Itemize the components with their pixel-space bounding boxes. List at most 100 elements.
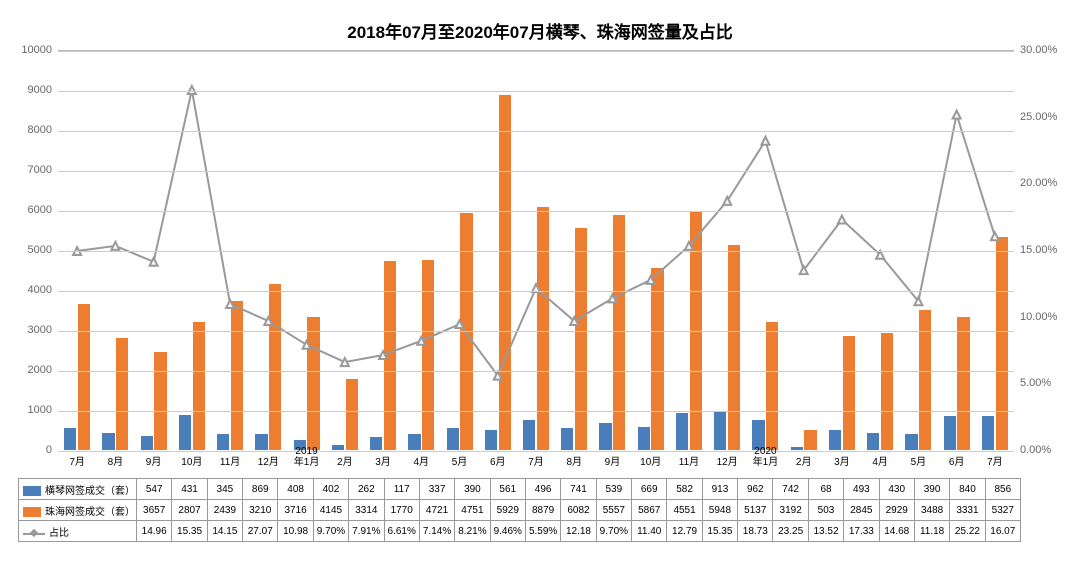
- table-cell: 2845: [844, 500, 879, 521]
- table-cell: 13.52: [808, 521, 843, 542]
- table-cell: 6082: [561, 500, 596, 521]
- table-cell: 6.61%: [384, 521, 419, 542]
- table-cell: 23.25: [773, 521, 808, 542]
- y-right-tick: 0.00%: [1020, 444, 1051, 456]
- x-tick: 7月: [58, 457, 96, 468]
- legend-cell: 横琴网签成交（套）: [19, 479, 137, 500]
- table-cell: 913: [702, 479, 737, 500]
- ratio-marker: [226, 300, 234, 308]
- y-right-tick: 30.00%: [1020, 44, 1057, 56]
- table-cell: 15.35: [702, 521, 737, 542]
- table-cell: 5.59%: [525, 521, 560, 542]
- table-cell: 840: [950, 479, 985, 500]
- x-tick: 5月: [899, 457, 937, 468]
- table-cell: 3716: [278, 500, 313, 521]
- table-cell: 18.73: [738, 521, 773, 542]
- y-left-tick: 7000: [8, 164, 52, 176]
- x-tick: 9月: [134, 457, 172, 468]
- x-tick: 12月: [249, 457, 287, 468]
- table-cell: 547: [137, 479, 172, 500]
- x-tick: 10月: [632, 457, 670, 468]
- table-cell: 12.18: [561, 521, 596, 542]
- x-tick: 9月: [593, 457, 631, 468]
- table-cell: 14.15: [207, 521, 242, 542]
- plot-area: 0100020003000400050006000700080009000100…: [58, 50, 1014, 450]
- table-cell: 7.14%: [419, 521, 454, 542]
- table-cell: 390: [455, 479, 490, 500]
- x-tick: 10月: [173, 457, 211, 468]
- y-left-tick: 2000: [8, 364, 52, 376]
- ratio-line: [77, 90, 995, 376]
- ratio-marker: [417, 337, 425, 345]
- y-left-tick: 6000: [8, 204, 52, 216]
- x-tick: 8月: [96, 457, 134, 468]
- table-cell: 11.18: [914, 521, 949, 542]
- ratio-marker: [991, 232, 999, 240]
- x-tick: 11月: [211, 457, 249, 468]
- x-tick: 6月: [938, 457, 976, 468]
- y-right-tick: 25.00%: [1020, 111, 1057, 123]
- table-cell: 10.98: [278, 521, 313, 542]
- y-left-tick: 0: [8, 444, 52, 456]
- table-cell: 561: [490, 479, 525, 500]
- ratio-marker: [264, 317, 272, 325]
- table-cell: 3657: [137, 500, 172, 521]
- table-cell: 582: [667, 479, 702, 500]
- table-cell: 14.68: [879, 521, 914, 542]
- table-cell: 4145: [313, 500, 348, 521]
- table-cell: 4551: [667, 500, 702, 521]
- y-left-tick: 9000: [8, 84, 52, 96]
- table-cell: 856: [985, 479, 1020, 500]
- y-left-tick: 4000: [8, 284, 52, 296]
- table-cell: 741: [561, 479, 596, 500]
- y-right-tick: 5.00%: [1020, 377, 1051, 389]
- table-cell: 345: [207, 479, 242, 500]
- ratio-marker: [953, 111, 961, 119]
- x-tick: 12月: [708, 457, 746, 468]
- legend-cell: 珠海网签成交（套）: [19, 500, 137, 521]
- x-tick: 6月: [479, 457, 517, 468]
- table-cell: 869: [243, 479, 278, 500]
- table-cell: 337: [419, 479, 454, 500]
- table-cell: 12.79: [667, 521, 702, 542]
- table-cell: 4721: [419, 500, 454, 521]
- table-cell: 5867: [632, 500, 667, 521]
- table-cell: 503: [808, 500, 843, 521]
- x-tick: 8月: [555, 457, 593, 468]
- ratio-marker: [761, 137, 769, 145]
- legend-cell: 占比: [19, 521, 137, 542]
- table-cell: 402: [313, 479, 348, 500]
- table-cell: 539: [596, 479, 631, 500]
- x-tick: 4月: [402, 457, 440, 468]
- ratio-marker: [608, 294, 616, 302]
- x-tick: 7月: [517, 457, 555, 468]
- y-left-tick: 3000: [8, 324, 52, 336]
- table-cell: 496: [525, 479, 560, 500]
- table-cell: 5948: [702, 500, 737, 521]
- table-cell: 9.70%: [313, 521, 348, 542]
- table-cell: 2929: [879, 500, 914, 521]
- x-tick: 2019 年1月: [287, 446, 325, 468]
- x-tick: 11月: [670, 457, 708, 468]
- table-cell: 11.40: [632, 521, 667, 542]
- table-cell: 17.33: [844, 521, 879, 542]
- table-cell: 262: [349, 479, 384, 500]
- table-cell: 117: [384, 479, 419, 500]
- x-tick: 2月: [326, 457, 364, 468]
- ratio-marker: [456, 320, 464, 328]
- table-cell: 14.96: [137, 521, 172, 542]
- table-cell: 7.91%: [349, 521, 384, 542]
- table-cell: 3331: [950, 500, 985, 521]
- table-cell: 2439: [207, 500, 242, 521]
- table-cell: 669: [632, 479, 667, 500]
- y-left-tick: 8000: [8, 124, 52, 136]
- x-tick: 4月: [861, 457, 899, 468]
- table-cell: 9.46%: [490, 521, 525, 542]
- x-tick: 7月: [976, 457, 1014, 468]
- x-tick: 2020 年1月: [746, 446, 784, 468]
- y-left-tick: 1000: [8, 404, 52, 416]
- ratio-marker: [111, 242, 119, 250]
- table-cell: 9.70%: [596, 521, 631, 542]
- table-cell: 8879: [525, 500, 560, 521]
- y-right-tick: 20.00%: [1020, 177, 1057, 189]
